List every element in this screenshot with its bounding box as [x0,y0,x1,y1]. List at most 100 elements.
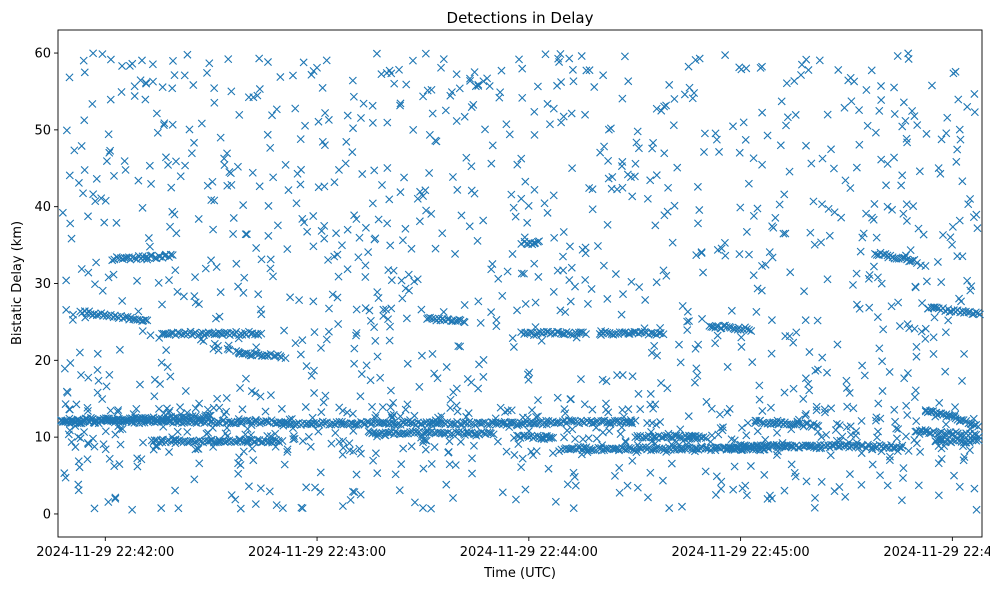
data-point [460,318,469,327]
data-point [102,157,111,166]
data-point [203,181,212,190]
data-point [529,331,538,340]
data-point [809,197,818,206]
data-point [58,208,67,217]
data-point [943,428,952,437]
data-point [108,256,117,265]
data-point [826,451,835,460]
data-point [243,424,252,433]
data-point [580,400,589,409]
data-point [139,438,147,447]
data-point [83,406,92,415]
data-point [583,448,592,457]
data-point [972,436,981,445]
data-point [150,254,159,263]
data-point [587,284,596,293]
data-point [675,340,683,349]
data-point [386,411,395,420]
data-point [872,250,881,259]
data-point [74,457,83,466]
data-point [906,246,915,255]
data-point [99,440,108,449]
data-point [448,172,457,181]
data-point [387,69,396,78]
data-point [897,444,906,453]
data-point [521,177,530,186]
data-point [263,58,272,67]
data-point [391,470,400,479]
data-point [937,135,946,144]
data-point [692,364,701,373]
data-point [684,412,693,421]
data-point [680,90,689,99]
data-point [488,141,497,150]
data-point [766,403,775,412]
data-point [65,73,74,82]
data-point [313,63,321,72]
data-point [92,311,101,320]
data-point [730,462,739,471]
data-point [631,446,640,455]
data-point [877,279,886,288]
data-point [873,313,882,322]
data-point [876,471,885,480]
data-point [330,252,339,261]
data-point [651,221,660,230]
data-point [583,299,592,308]
data-point [251,389,260,398]
data-point [653,351,662,360]
data-point [515,55,524,64]
data-point [797,60,806,69]
data-point [417,305,426,314]
data-point [257,329,266,338]
data-point [83,438,92,447]
data-point [628,456,637,465]
data-point [850,77,859,86]
data-point [742,64,751,73]
data-point [169,414,178,423]
data-point [213,394,222,403]
data-point [362,417,371,426]
data-point [208,177,217,186]
data-point [974,422,983,431]
data-point [77,265,86,274]
data-point [102,382,111,391]
data-point [383,118,392,127]
data-point [801,409,810,418]
data-point [805,348,814,357]
data-point [842,376,851,385]
data-point [103,414,112,423]
data-point [799,394,808,403]
data-point [790,77,799,86]
data-point [235,110,244,119]
data-point [307,371,316,380]
data-point [829,164,838,173]
data-point [964,308,973,317]
data-point [802,141,810,150]
data-point [104,130,113,139]
data-point [718,423,727,432]
data-point [352,420,361,429]
data-point [71,442,80,451]
data-point [903,411,912,419]
data-point [343,111,352,120]
data-point [520,431,529,440]
data-point [845,388,854,397]
data-point [331,429,340,437]
data-point [357,370,366,379]
data-point [91,280,99,289]
data-point [370,166,379,175]
data-point [922,129,931,138]
data-point [76,434,85,443]
data-point [817,477,826,486]
data-point [386,322,395,331]
data-point [610,416,619,425]
data-point [721,51,730,60]
data-point [454,427,463,436]
data-point [442,480,451,489]
data-point [831,426,840,435]
data-point [64,430,73,439]
data-point [342,137,351,146]
x-tick-label: 2024-11-29 22:44:00 [460,545,598,560]
data-point [62,387,71,396]
